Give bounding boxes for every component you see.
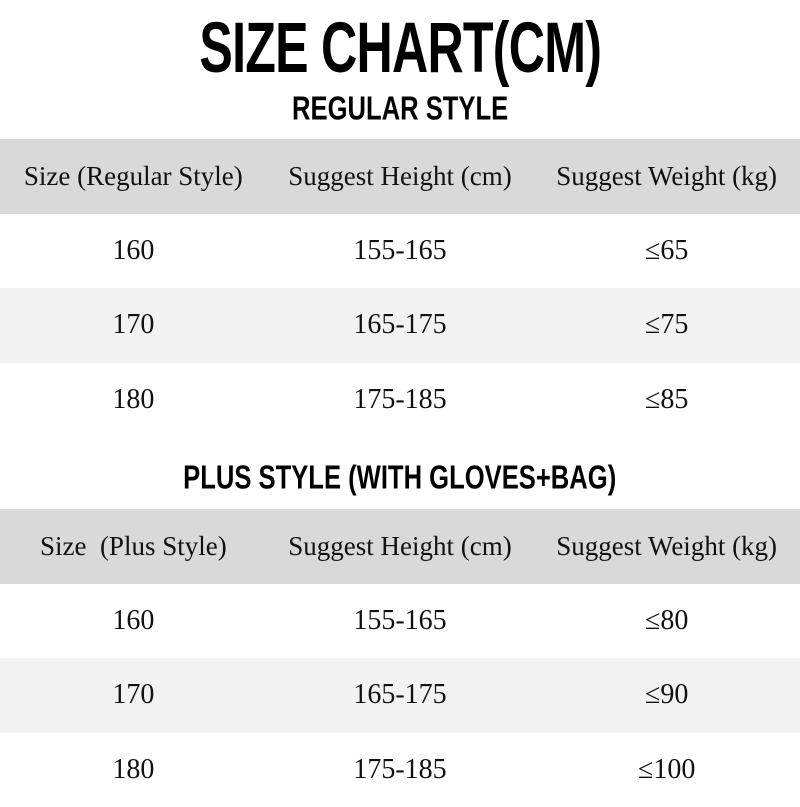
height-cell: 165-175 (267, 679, 534, 711)
weight-cell: ≤65 (533, 235, 800, 267)
size-cell: 160 (0, 605, 267, 637)
height-cell: 155-165 (267, 605, 534, 637)
table-row: 170 165-175 ≤90 (0, 658, 800, 733)
weight-cell: ≤75 (533, 309, 800, 341)
size-cell: 160 (0, 235, 267, 267)
header-cell: Suggest Height (cm) (267, 531, 534, 562)
table-row: 170 165-175 ≤75 (0, 288, 800, 363)
section-heading-plus: PLUS STYLE (WITH GLOVES+BAG) (0, 459, 800, 495)
size-cell: 170 (0, 679, 267, 711)
height-cell: 175-185 (267, 754, 534, 786)
section-heading-text: REGULAR STYLE (292, 89, 508, 127)
header-cell: Suggest Height (cm) (267, 161, 534, 192)
size-cell: 180 (0, 384, 267, 416)
table-header-row: Size (Plus Style) Suggest Height (cm) Su… (0, 509, 800, 584)
section-heading-text: PLUS STYLE (WITH GLOVES+BAG) (183, 458, 616, 496)
page-title: SIZE CHART(CM) (0, 12, 800, 82)
weight-cell: ≤90 (533, 679, 800, 711)
height-cell: 155-165 (267, 235, 534, 267)
table-row: 180 175-185 ≤100 (0, 733, 800, 807)
height-cell: 175-185 (267, 384, 534, 416)
height-cell: 165-175 (267, 309, 534, 341)
size-cell: 170 (0, 309, 267, 341)
table-row: 160 155-165 ≤80 (0, 584, 800, 659)
table-header-row: Size (Regular Style) Suggest Height (cm)… (0, 139, 800, 214)
size-cell: 180 (0, 754, 267, 786)
header-cell: Suggest Weight (kg) (533, 531, 800, 562)
header-cell: Suggest Weight (kg) (533, 161, 800, 192)
weight-cell: ≤100 (533, 754, 800, 786)
section-heading-regular: REGULAR STYLE (0, 90, 800, 126)
page-title-text: SIZE CHART(CM) (199, 9, 601, 85)
weight-cell: ≤85 (533, 384, 800, 416)
regular-size-table: Size (Regular Style) Suggest Height (cm)… (0, 139, 800, 437)
header-cell: Size (Plus Style) (0, 531, 267, 562)
table-row: 160 155-165 ≤65 (0, 214, 800, 289)
table-row: 180 175-185 ≤85 (0, 363, 800, 438)
header-cell: Size (Regular Style) (0, 161, 267, 192)
weight-cell: ≤80 (533, 605, 800, 637)
plus-size-table: Size (Plus Style) Suggest Height (cm) Su… (0, 509, 800, 807)
